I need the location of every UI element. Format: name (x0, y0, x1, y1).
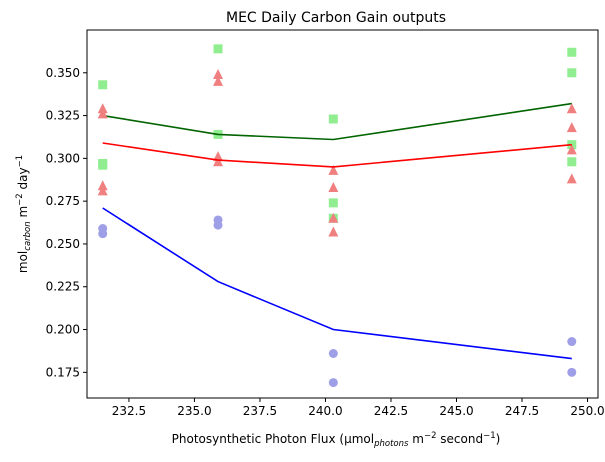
point-triangle-15 (566, 173, 577, 184)
x-tick-label: 242.5 (374, 404, 408, 418)
point-square-5 (328, 114, 338, 124)
point-triangle-11 (328, 226, 339, 237)
mean-line-circle (102, 207, 572, 360)
point-triangle-14 (566, 144, 577, 155)
point-circle-1 (98, 229, 108, 239)
point-circle-6 (567, 337, 577, 347)
y-tick-label: 0.350 (46, 66, 80, 80)
x-label-sub: photons (373, 439, 409, 449)
y-tick-label: 0.325 (46, 109, 80, 123)
y-label-sup1: −2 (15, 193, 25, 206)
y-tick-label: 0.300 (46, 151, 80, 165)
point-triangle-8 (328, 164, 339, 175)
y-tick-label: 0.200 (46, 323, 80, 337)
point-triangle-1 (97, 108, 108, 119)
point-triangle-13 (566, 122, 577, 133)
series-triangle (97, 69, 577, 237)
y-label-prefix: mol (16, 251, 30, 273)
x-tick-label: 235.0 (177, 404, 211, 418)
y-tick-label: 0.275 (46, 194, 80, 208)
point-square-11 (567, 157, 577, 167)
x-label-sup1: −2 (424, 431, 437, 441)
x-tick-label: 237.5 (243, 404, 277, 418)
y-tick-label: 0.225 (46, 280, 80, 294)
y-label-sup2: −1 (15, 155, 25, 168)
point-triangle-12 (566, 103, 577, 114)
point-triangle-3 (97, 185, 108, 196)
y-label-mid: m (16, 206, 30, 222)
point-circle-7 (567, 367, 577, 377)
point-circle-3 (213, 220, 223, 230)
x-label-mid2: second (436, 432, 483, 446)
point-triangle-5 (213, 75, 224, 86)
point-triangle-0 (97, 103, 108, 114)
point-triangle-2 (97, 180, 108, 191)
x-axis-label: Photosynthetic Photon Flux (µmolphotons … (172, 431, 501, 449)
x-tick-label: 240.0 (308, 404, 342, 418)
point-triangle-4 (213, 69, 224, 80)
point-circle-4 (328, 348, 338, 358)
y-label-sub: carbon (23, 221, 33, 250)
y-axis: 0.175 0.200 0.225 0.250 0.275 0.300 0.325 0.350 (46, 66, 87, 379)
x-tick-label: 245.0 (439, 404, 473, 418)
point-square-8 (567, 47, 577, 57)
x-label-sup2: −1 (483, 431, 496, 441)
point-square-9 (567, 68, 577, 78)
x-tick-label: 232.5 (112, 404, 146, 418)
x-tick-label: 250.0 (570, 404, 604, 418)
x-label-prefix: Photosynthetic Photon Flux (µmol (172, 432, 374, 446)
x-tick-label: 247.5 (505, 404, 539, 418)
y-label-mid2: day (16, 167, 30, 193)
point-triangle-6 (213, 151, 224, 162)
point-square-6 (328, 198, 338, 208)
point-square-0 (98, 80, 108, 90)
point-triangle-10 (328, 212, 339, 223)
x-label-mid: m (408, 432, 424, 446)
chart-title: MEC Daily Carbon Gain outputs (226, 10, 446, 26)
y-tick-label: 0.175 (46, 365, 80, 379)
series-circle (98, 207, 577, 388)
y-axis-label: molcarbon m−2 day−1 (15, 155, 33, 273)
plot-area (97, 44, 577, 388)
mean-line-triangle (102, 142, 572, 168)
mean-line-square (102, 102, 572, 141)
point-square-2 (98, 160, 108, 170)
point-triangle-7 (213, 156, 224, 167)
x-axis: 232.5 235.0 237.5 240.0 242.5 245.0 247.5 250.0 (112, 398, 605, 418)
plot-frame (86, 29, 599, 399)
point-square-3 (213, 44, 223, 54)
point-triangle-9 (328, 181, 339, 192)
x-label-suffix: ) (496, 432, 501, 446)
y-tick-label: 0.250 (46, 237, 80, 251)
point-circle-5 (328, 378, 338, 388)
